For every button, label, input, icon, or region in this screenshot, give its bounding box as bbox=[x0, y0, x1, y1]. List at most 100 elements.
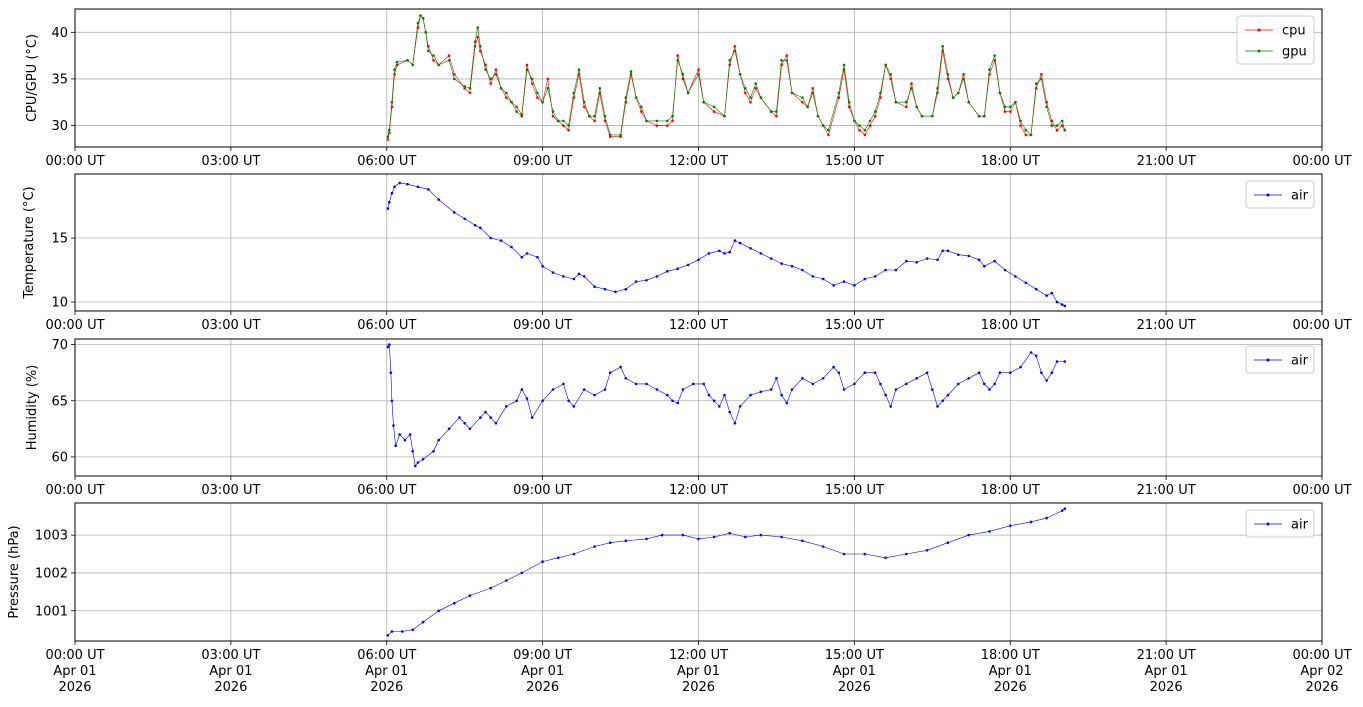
data-point-air bbox=[925, 257, 929, 260]
data-point-gpu bbox=[1024, 128, 1028, 132]
data-point-cpu bbox=[515, 105, 518, 109]
data-point-air bbox=[421, 620, 425, 624]
data-point-air bbox=[977, 258, 981, 262]
data-point-air bbox=[619, 365, 622, 369]
data-point-air bbox=[394, 444, 397, 448]
data-point-air bbox=[884, 556, 887, 560]
data-point-gpu bbox=[853, 119, 856, 123]
data-point-air bbox=[390, 630, 394, 633]
data-point-gpu bbox=[936, 87, 939, 90]
data-point-gpu bbox=[998, 91, 1002, 95]
data-point-cpu bbox=[1019, 124, 1022, 127]
data-point-air bbox=[925, 371, 929, 375]
data-point-air bbox=[645, 279, 648, 282]
data-point-gpu bbox=[479, 45, 482, 48]
data-point-air bbox=[873, 275, 877, 278]
data-point-air bbox=[655, 388, 659, 391]
legend-box bbox=[1245, 345, 1315, 374]
data-point-cpu bbox=[754, 87, 757, 90]
data-point-gpu bbox=[588, 114, 591, 118]
data-point-gpu bbox=[453, 77, 456, 81]
data-point-cpu bbox=[827, 133, 830, 137]
data-point-gpu bbox=[530, 77, 534, 81]
data-point-air bbox=[499, 239, 503, 242]
data-point-air bbox=[936, 405, 939, 408]
legend: air bbox=[1245, 180, 1315, 209]
data-point-cpu bbox=[671, 119, 674, 123]
data-point-cpu bbox=[546, 77, 550, 81]
x-tick-label: 00:00 UT bbox=[45, 318, 104, 333]
data-point-air bbox=[572, 552, 576, 556]
data-point-air bbox=[915, 377, 918, 380]
data-point-air bbox=[1040, 371, 1043, 375]
data-point-air bbox=[801, 377, 804, 380]
data-point-air bbox=[393, 185, 396, 189]
data-point-cpu bbox=[676, 54, 679, 57]
data-point-gpu bbox=[967, 100, 970, 104]
series-group bbox=[386, 507, 1067, 637]
data-point-air bbox=[863, 552, 867, 556]
x-tick-label: 00:00 UT bbox=[1292, 318, 1351, 333]
data-point-air bbox=[697, 537, 700, 541]
data-point-air bbox=[1029, 520, 1033, 524]
data-point-cpu bbox=[562, 124, 565, 127]
data-point-gpu bbox=[1045, 105, 1048, 109]
data-point-air bbox=[692, 382, 695, 386]
data-point-gpu bbox=[894, 100, 898, 104]
data-point-air bbox=[936, 258, 939, 262]
data-point-cpu bbox=[858, 128, 861, 132]
series-group bbox=[386, 181, 1067, 308]
data-point-cpu bbox=[505, 96, 508, 99]
data-point-gpu bbox=[769, 110, 773, 113]
data-point-air bbox=[634, 280, 638, 283]
data-point-air bbox=[406, 182, 409, 186]
data-point-air bbox=[398, 433, 402, 436]
x-tick-label: 00:00 UT bbox=[1292, 154, 1351, 169]
data-point-air bbox=[718, 405, 721, 408]
data-point-gpu bbox=[645, 119, 648, 123]
data-point-air bbox=[1060, 509, 1064, 512]
data-point-air bbox=[655, 275, 659, 278]
data-point-cpu bbox=[910, 82, 913, 85]
data-point-air bbox=[780, 262, 783, 265]
data-point-air bbox=[386, 345, 390, 349]
data-point-gpu bbox=[593, 114, 596, 118]
legend-marker-gpu bbox=[1257, 49, 1261, 53]
data-point-cpu bbox=[879, 96, 882, 99]
data-point-air bbox=[1050, 371, 1054, 375]
data-point-air bbox=[775, 377, 778, 380]
data-point-air bbox=[572, 277, 576, 281]
data-point-air bbox=[666, 270, 669, 273]
x-tick-label: 09:00 UT bbox=[513, 318, 572, 333]
data-point-gpu bbox=[395, 60, 399, 64]
data-point-air bbox=[733, 239, 737, 242]
data-point-gpu bbox=[577, 68, 581, 71]
x-tick-label: 06:00 UT bbox=[357, 483, 416, 498]
data-point-air bbox=[697, 258, 700, 262]
data-point-cpu bbox=[393, 73, 396, 76]
x-tick-label: 18:00 UT Apr 01 2026 bbox=[981, 648, 1040, 695]
data-point-air bbox=[905, 552, 908, 556]
data-point-air bbox=[821, 545, 825, 548]
data-point-air bbox=[567, 399, 570, 403]
data-point-gpu bbox=[686, 91, 690, 95]
data-point-gpu bbox=[494, 73, 498, 76]
data-point-air bbox=[479, 416, 482, 419]
data-point-gpu bbox=[946, 73, 950, 76]
x-tick-label: 06:00 UT bbox=[357, 154, 416, 169]
data-point-cpu bbox=[1003, 110, 1007, 113]
data-point-air bbox=[832, 365, 835, 369]
data-point-air bbox=[593, 545, 596, 548]
data-point-air bbox=[1024, 281, 1028, 285]
data-point-air bbox=[1063, 507, 1067, 511]
data-point-air bbox=[983, 264, 986, 268]
data-point-cpu bbox=[1009, 110, 1012, 113]
data-point-air bbox=[1009, 524, 1012, 527]
data-point-air bbox=[957, 253, 960, 256]
data-point-cpu bbox=[837, 96, 841, 99]
axes-frame bbox=[74, 173, 1323, 312]
data-point-air bbox=[484, 410, 487, 414]
data-point-air bbox=[494, 421, 498, 425]
data-point-gpu bbox=[1063, 128, 1067, 132]
data-point-cpu bbox=[873, 114, 877, 118]
